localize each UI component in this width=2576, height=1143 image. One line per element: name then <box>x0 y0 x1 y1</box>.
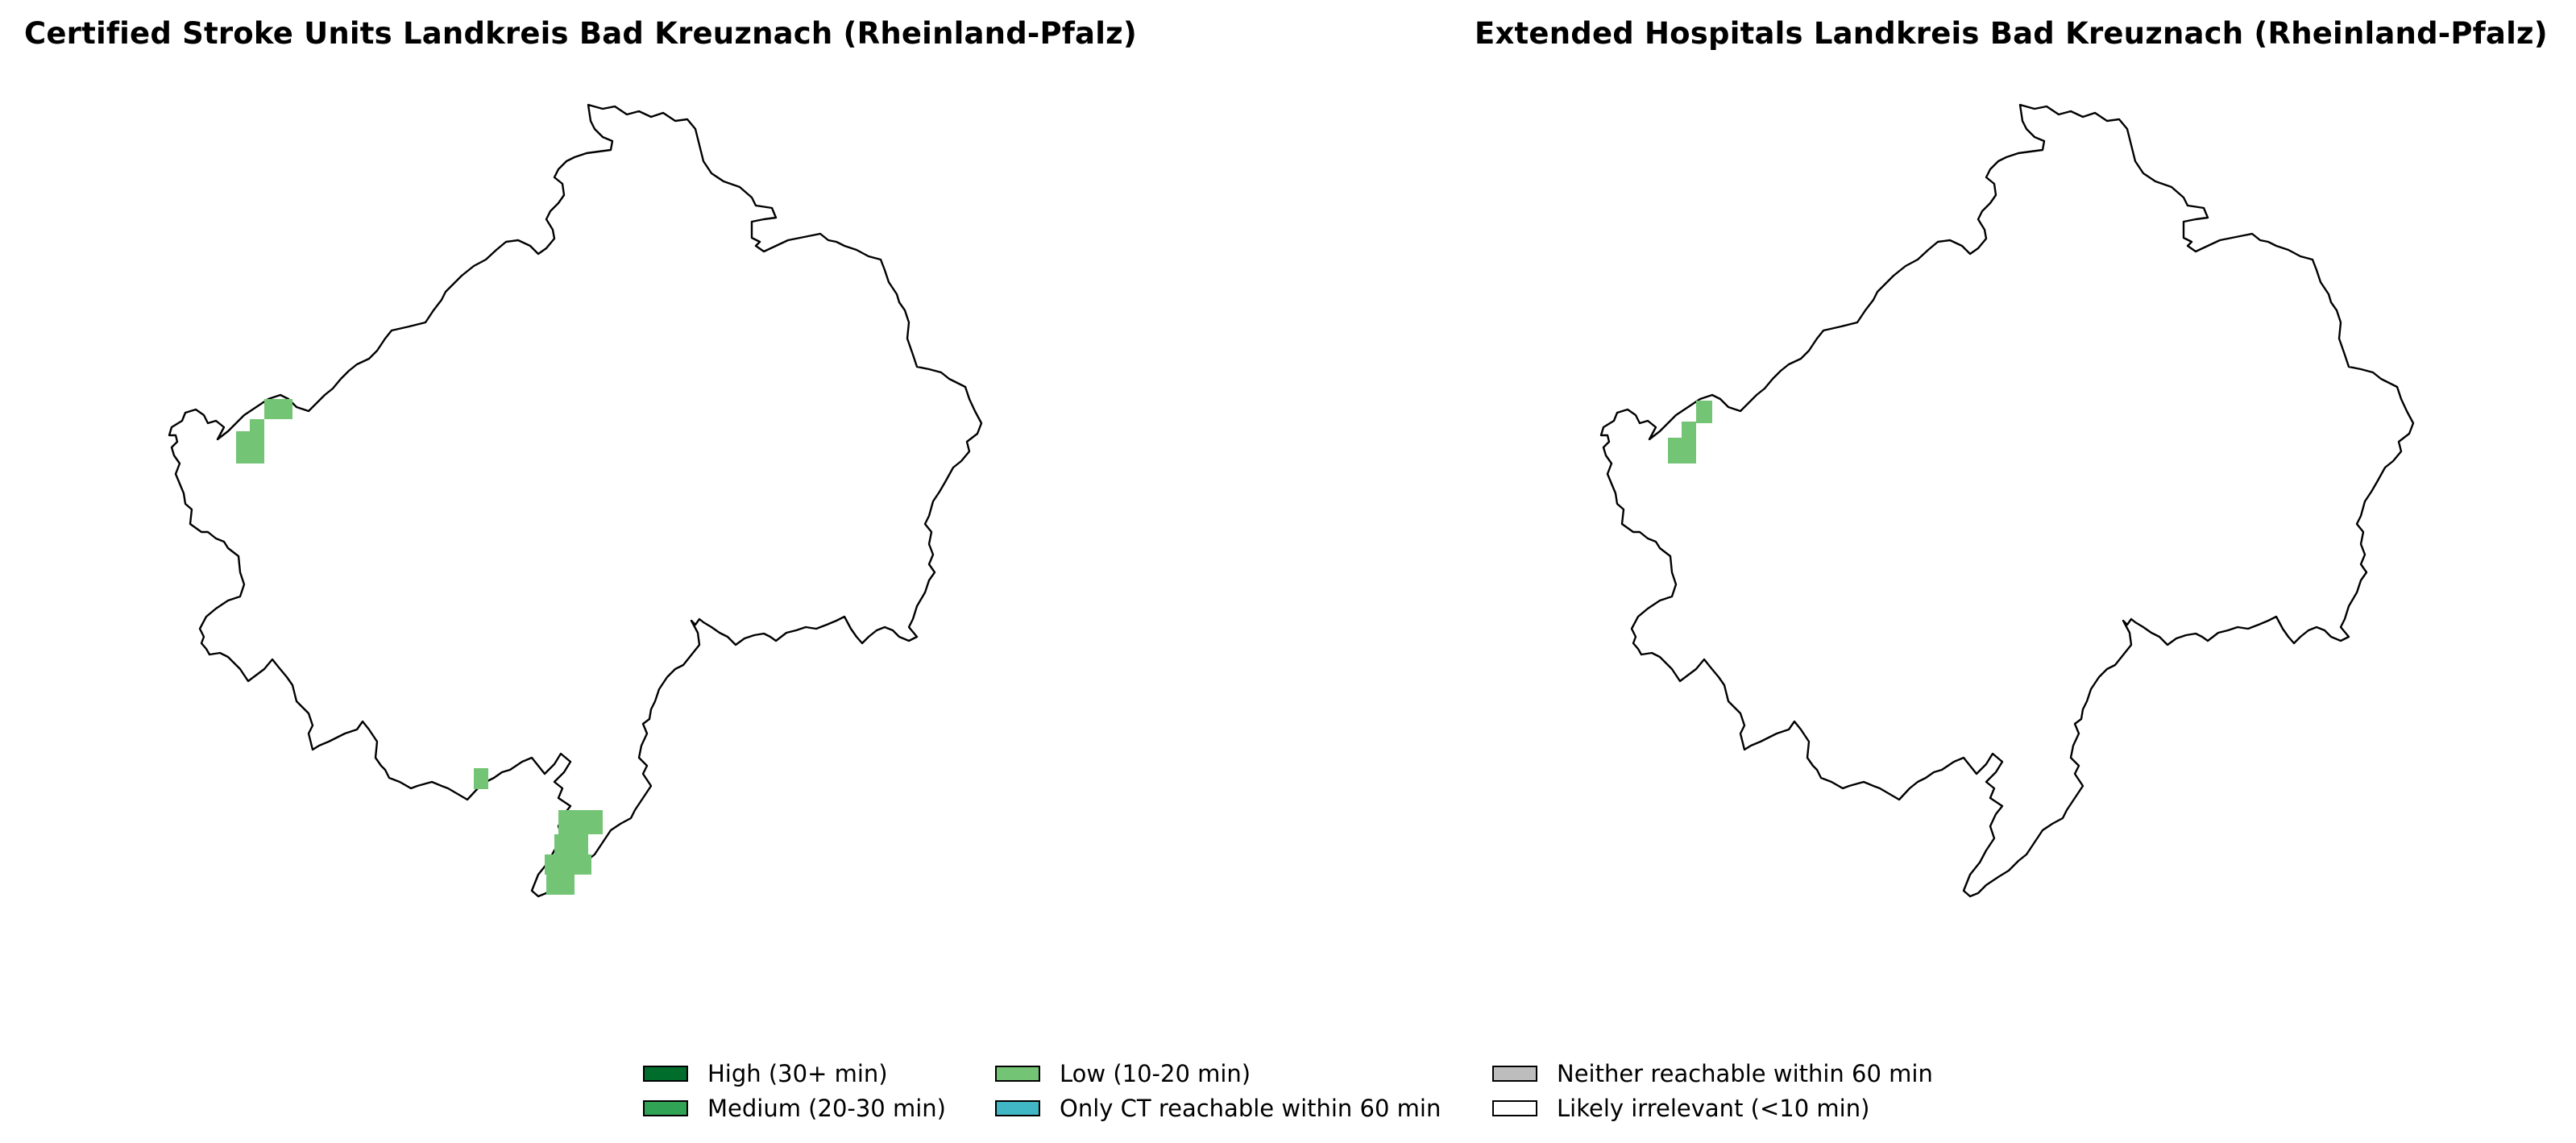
reachability-cells-left <box>236 399 603 895</box>
reachability-cells-right <box>1668 401 1712 463</box>
reachability-cell-low <box>264 399 292 419</box>
map-title-right: Extended Hospitals Landkreis Bad Kreuzna… <box>1475 16 2548 51</box>
reachability-cell-low <box>1668 438 1696 463</box>
reachability-cell-low <box>474 768 488 789</box>
district-boundary-right <box>1599 103 2415 898</box>
map-left <box>168 103 983 898</box>
map-title-left: Certified Stroke Units Landkreis Bad Kre… <box>24 16 1137 51</box>
district-boundary-left <box>168 103 983 898</box>
reachability-cell-low <box>1696 401 1712 423</box>
reachability-cell-low <box>546 875 575 895</box>
reachability-cell-low <box>545 854 591 875</box>
reachability-cell-low <box>250 419 264 431</box>
reachability-cell-low <box>1682 422 1696 438</box>
map-right <box>1599 103 2415 898</box>
reachability-cell-low <box>554 834 588 854</box>
reachability-cell-low <box>236 431 264 463</box>
reachability-cell-low <box>558 810 603 834</box>
